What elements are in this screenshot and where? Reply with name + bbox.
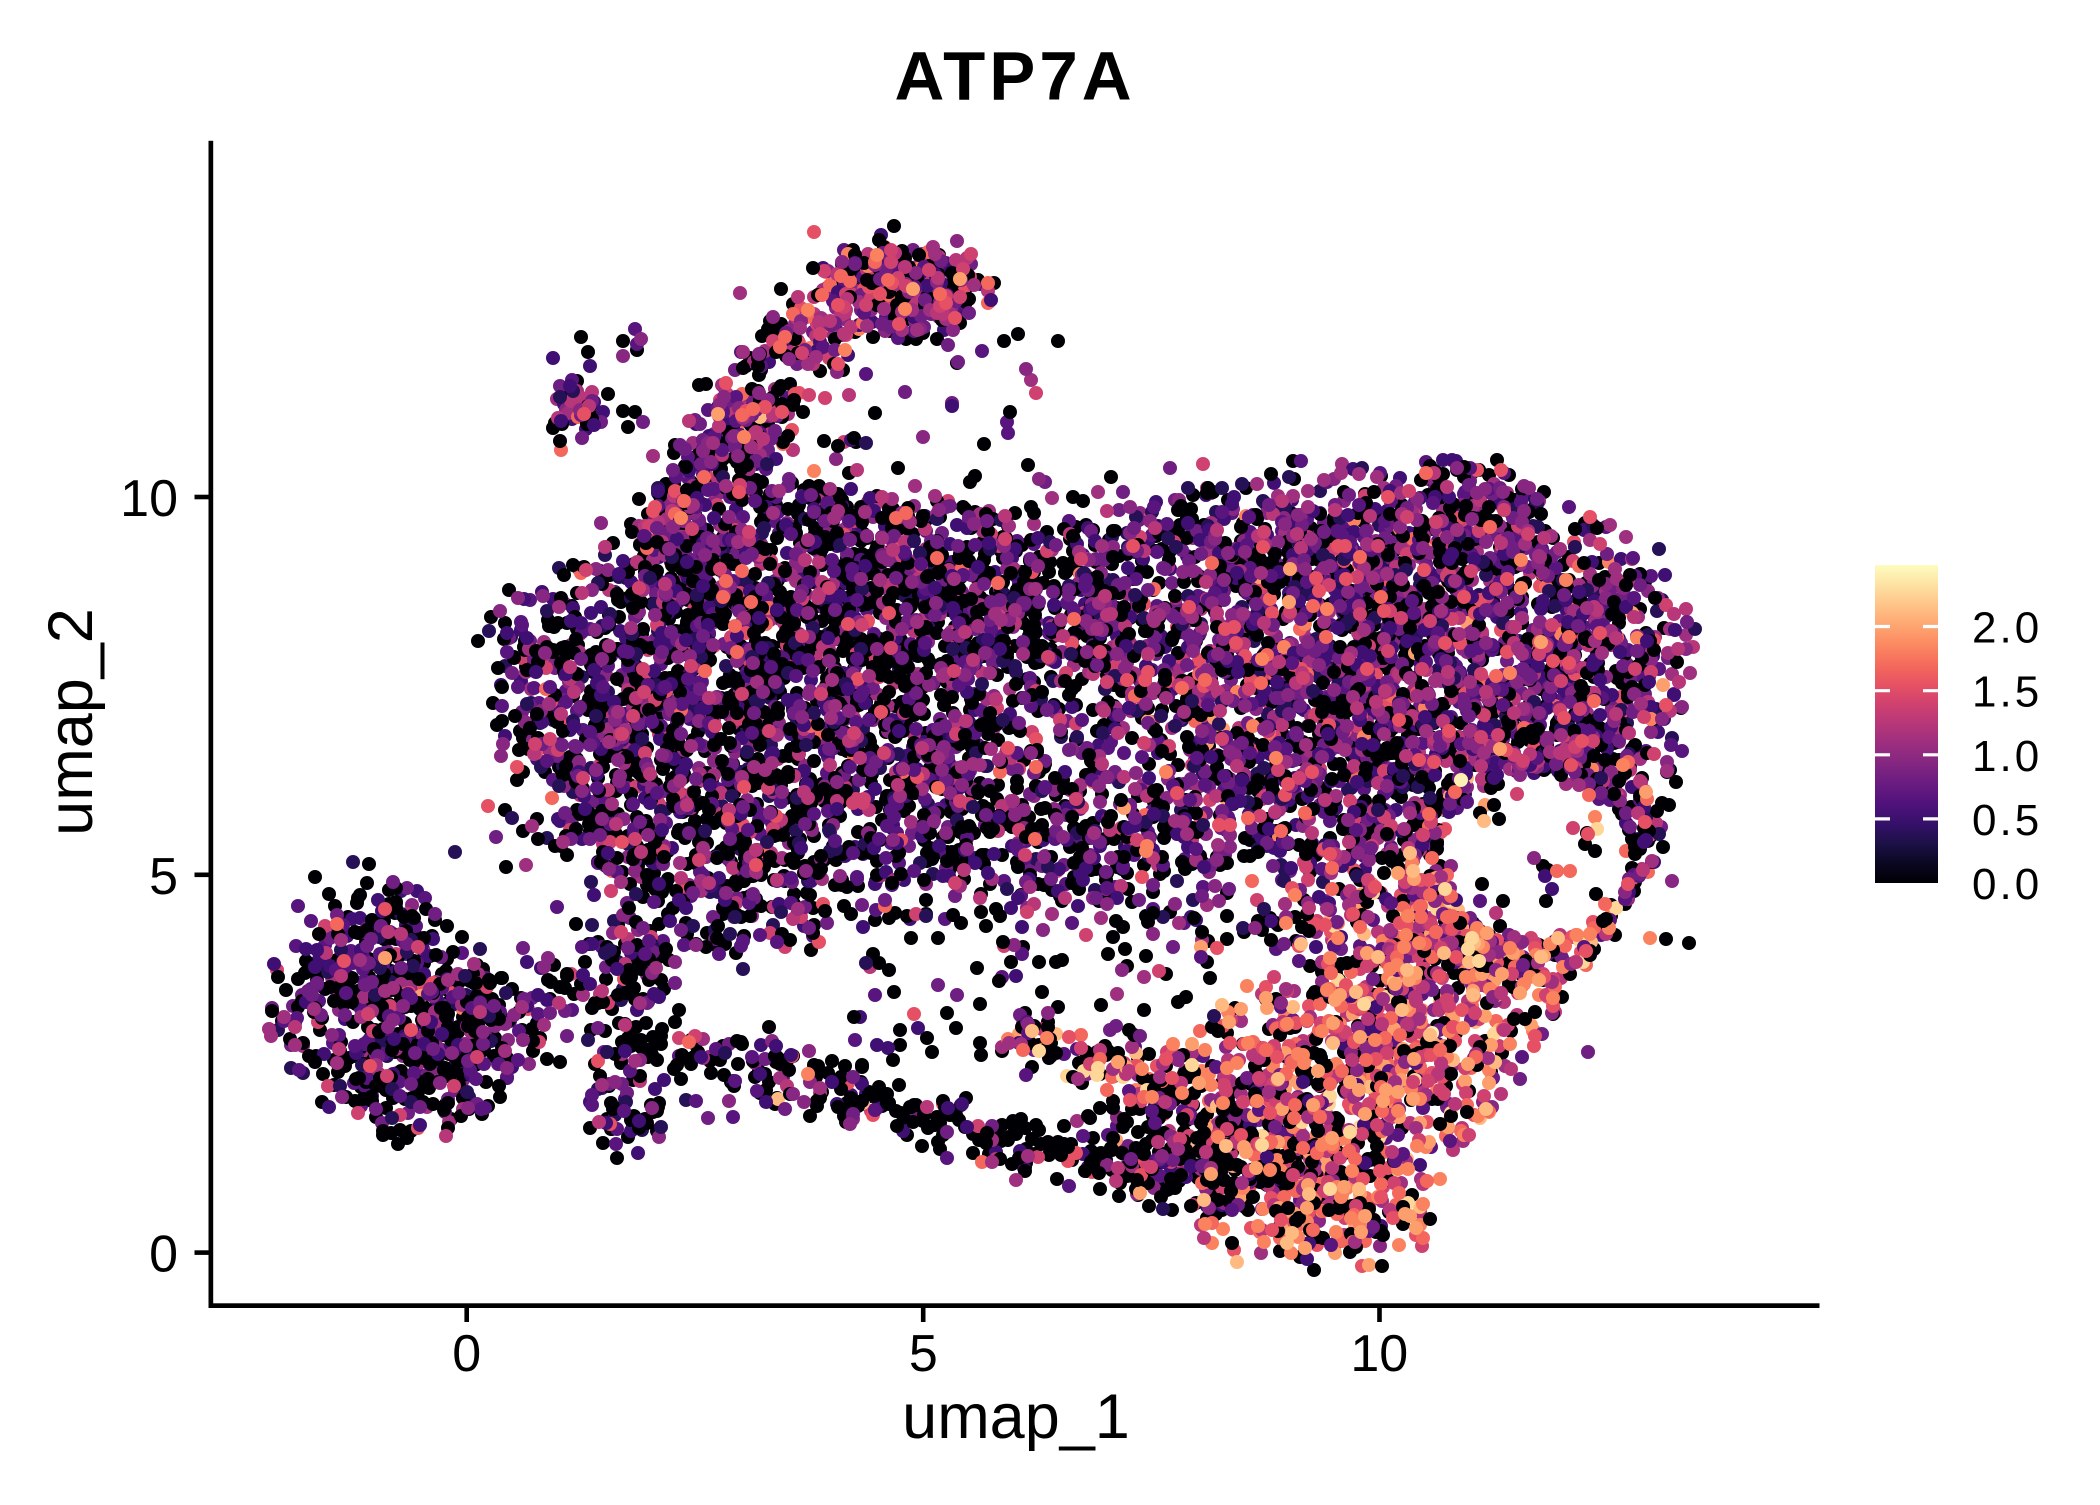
svg-text:umap_1: umap_1 [902, 1382, 1130, 1452]
svg-text:10: 10 [1350, 1325, 1408, 1383]
svg-text:10: 10 [120, 470, 178, 528]
svg-text:0.5: 0.5 [1972, 796, 2042, 845]
svg-text:1.5: 1.5 [1972, 668, 2042, 717]
svg-text:umap_2: umap_2 [36, 608, 106, 836]
svg-text:ATP7A: ATP7A [894, 38, 1135, 115]
svg-text:2.0: 2.0 [1972, 604, 2042, 653]
svg-text:5: 5 [149, 848, 178, 906]
svg-text:0.0: 0.0 [1972, 860, 2042, 909]
svg-text:5: 5 [909, 1325, 938, 1383]
svg-text:0: 0 [452, 1325, 481, 1383]
svg-text:1.0: 1.0 [1972, 732, 2042, 781]
svg-text:0: 0 [149, 1226, 178, 1284]
